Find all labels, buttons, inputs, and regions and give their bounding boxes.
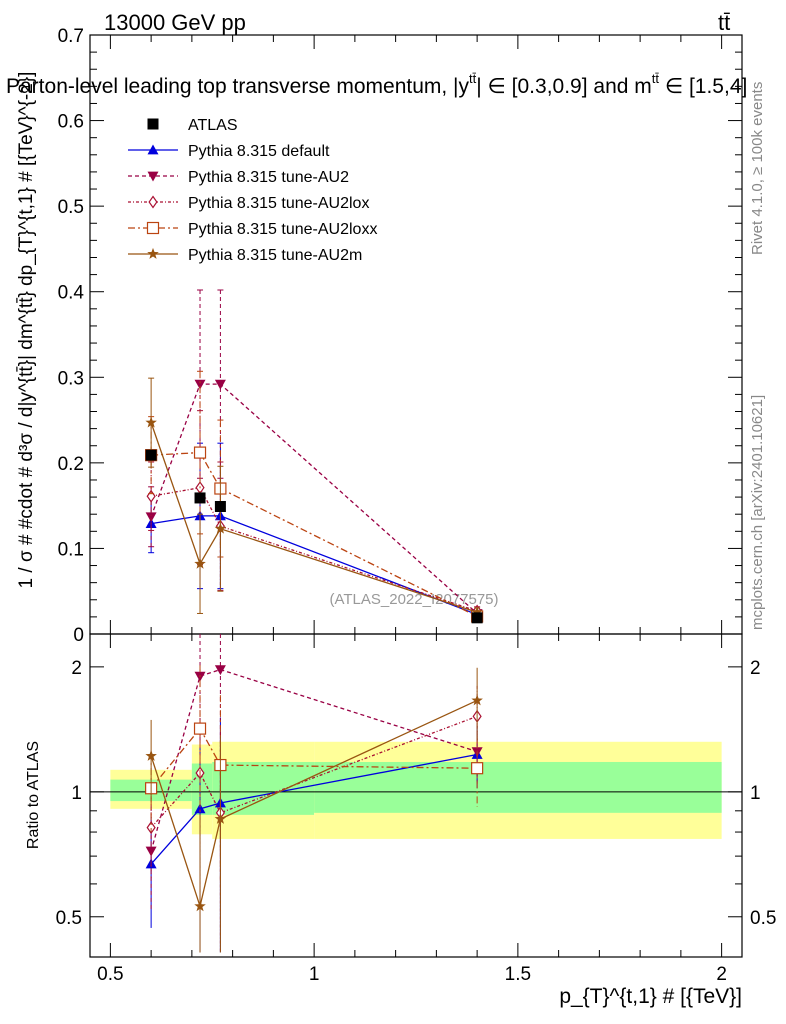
plot-title: Parton-level leading top transverse mome…: [6, 71, 747, 98]
ratio-bands: [90, 741, 742, 839]
plot-title-main: Parton-level leading top transverse mome…: [6, 75, 470, 98]
y-tick-label-main: 0.2: [58, 454, 84, 475]
ratio-plot-frame: [89, 633, 743, 958]
ratio-band-inner: [314, 761, 722, 813]
legend-label-au2lox: Pythia 8.315 tune-AU2lox: [188, 195, 369, 212]
ratio-series: [145, 634, 484, 953]
atlas-data: [145, 449, 483, 624]
y-tick-label-main: 0.1: [58, 539, 84, 560]
y-tick-label-main: 0.7: [58, 26, 84, 47]
ratio-point-au2m: [471, 694, 483, 706]
y-tick-label-ratio-right: 0.5: [750, 908, 776, 929]
x-tick-label: 2: [716, 964, 727, 985]
ratio-point-au2: [145, 846, 157, 857]
data-point-au2: [214, 379, 226, 390]
data-point-au2m: [145, 416, 157, 428]
series-line-au2m: [150, 422, 478, 613]
y-tick-label-main: 0.6: [58, 112, 84, 133]
x-tick-label: 1.5: [505, 964, 531, 985]
series-line-default: [151, 515, 478, 616]
x-tick-label: 1: [309, 964, 320, 985]
main-series: [145, 289, 484, 623]
ratio-point-default: [194, 803, 206, 814]
y-axis-label-main: 1 / σ # #cdot # d³σ / d|y^{tt̄}| dm^{tt̄…: [16, 72, 37, 589]
y-tick-label-ratio-right: 1: [750, 783, 761, 804]
legend-marker-au2: [147, 171, 159, 182]
ratio-point-au2loxx: [471, 762, 484, 775]
y-tick-label-main: 0: [73, 625, 84, 646]
y-tick-label-ratio-right: 2: [750, 658, 761, 679]
plot-title-mid: | ∈ [0.3,0.9] and m: [476, 75, 652, 98]
y-axis-label-ratio: Ratio to ATLAS: [25, 741, 42, 849]
energy-label: 13000 GeV pp: [104, 10, 246, 35]
plot-title-sup1: tt̄: [469, 71, 477, 86]
legend-marker-au2loxx: [146, 221, 160, 235]
ratio-point-au2: [214, 665, 226, 676]
legend-marker-au2m: [147, 247, 159, 259]
y-tick-label-main: 0.4: [58, 283, 85, 304]
legend: ATLAS Pythia 8.315 default Pythia 8.315 …: [128, 117, 377, 264]
legend-label-atlas: ATLAS: [188, 117, 238, 134]
rivet-label: Rivet 4.1.0, ≥ 100k events: [749, 82, 766, 255]
data-point-au2m: [214, 522, 227, 534]
data-point-au2: [194, 379, 206, 390]
data-point-au2m: [194, 557, 206, 569]
plot-title-end: ∈ [1.5,4]: [659, 75, 747, 98]
legend-label-au2: Pythia 8.315 tune-AU2: [188, 169, 349, 186]
legend-marker-default: [147, 144, 159, 155]
legend-marker-au2lox: [148, 195, 158, 209]
ratio-line-default: [150, 753, 478, 865]
x-tick-label: 0.5: [97, 964, 123, 985]
mcplots-label: mcplots.cern.ch [arXiv:2401.10621]: [749, 395, 766, 630]
legend-label-au2m: Pythia 8.315 tune-AU2m: [188, 247, 362, 264]
ratio-point-au2loxx: [193, 722, 207, 735]
ratio-point-au2m: [194, 900, 206, 912]
analysis-watermark: (ATLAS_2022_I2077575): [329, 591, 498, 608]
axis-ticks: 0.5 1 1.5 2 0 0.1 0.2 0.3 0.4 0.5 0.6 0.7 0.5 0.5 1 1 2 2: [56, 26, 777, 985]
data-point-au2loxx: [193, 446, 207, 459]
ratio-line-au2: [150, 668, 478, 852]
legend-label-au2loxx: Pythia 8.315 tune-AU2loxx: [188, 221, 377, 238]
atlas-data-point: [145, 449, 157, 461]
y-tick-label-ratio: 2: [71, 658, 82, 679]
atlas-data-point: [471, 612, 483, 624]
legend-marker-atlas: [147, 118, 159, 130]
y-tick-label-main: 0.3: [58, 368, 84, 389]
atlas-data-point: [214, 500, 226, 512]
data-point-au2m: [471, 606, 483, 618]
ratio-band-inner: [191, 763, 213, 815]
legend-label-default: Pythia 8.315 default: [188, 143, 330, 160]
axis-frames: [89, 34, 743, 958]
x-axis-label: p_{T}^{t,1} # [{TeV}]: [559, 985, 742, 1008]
y-tick-label-ratio: 0.5: [56, 908, 82, 929]
plot-title-sup2: tt̄: [652, 71, 660, 86]
atlas-data-point: [194, 492, 206, 504]
ratio-line-au2m: [150, 699, 478, 909]
ratio-point-au2lox: [146, 821, 156, 835]
process-label: tt̄: [718, 10, 730, 35]
y-tick-label-main: 0.5: [58, 197, 84, 218]
ratio-point-au2m: [214, 813, 227, 824]
data-point-au2: [145, 512, 157, 523]
ratio-point-au2m: [145, 749, 157, 761]
y-tick-label-ratio: 1: [71, 783, 82, 804]
series-line-au2: [150, 383, 478, 614]
